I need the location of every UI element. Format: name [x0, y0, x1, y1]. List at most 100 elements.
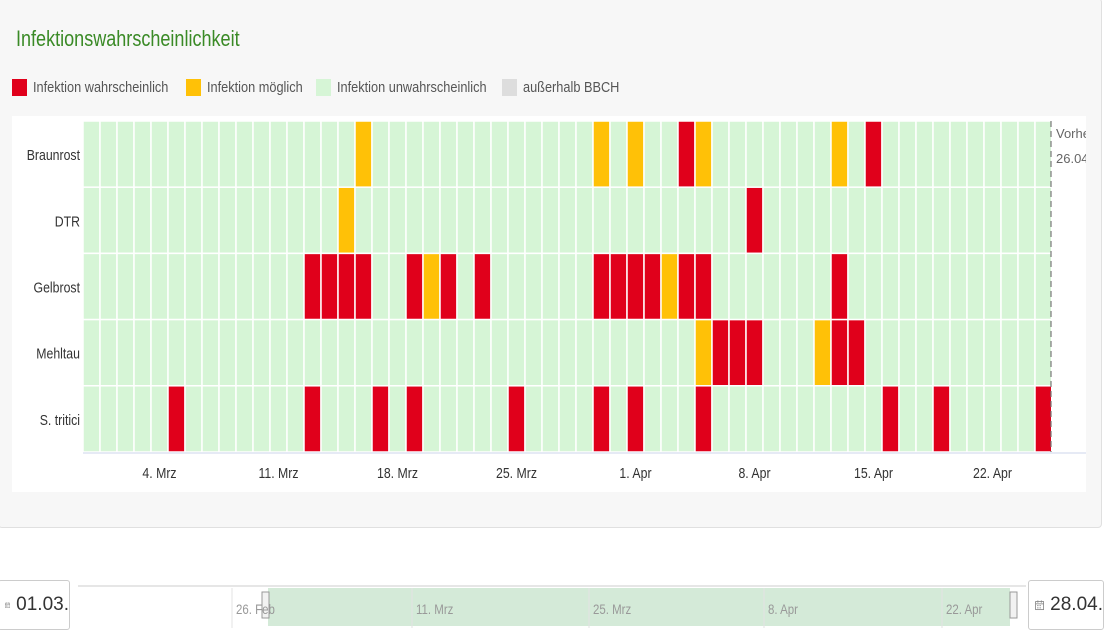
heatmap-cell: [99, 252, 118, 321]
heatmap-cell: [354, 318, 373, 387]
heatmap-cell: [507, 318, 526, 387]
heatmap-cell-event: [745, 186, 764, 255]
legend-item-unlikely[interactable]: Infektion unwahrscheinlich: [316, 76, 513, 98]
heatmap-cell: [592, 318, 611, 387]
legend-item-possible[interactable]: Infektion möglich: [186, 76, 320, 98]
heatmap-cell: [490, 186, 509, 255]
heatmap-cell: [762, 318, 781, 387]
chart-title: Infektionswahrscheinlichkeit: [16, 26, 240, 51]
navigator-handle-left: [261, 591, 270, 619]
navigator-tick-label: 8. Apr: [768, 601, 799, 617]
heatmap-cell: [949, 385, 968, 453]
navigator-handle-right: [1009, 591, 1018, 619]
heatmap-cell-event: [354, 120, 373, 188]
heatmap-cell: [677, 186, 696, 255]
heatmap-cell: [99, 385, 118, 453]
heatmap-cell-event: [830, 252, 849, 321]
heatmap-cell: [167, 318, 186, 387]
calendar-icon: [1035, 600, 1045, 611]
heatmap-cell-event: [609, 252, 628, 321]
heatmap-cell: [235, 186, 254, 255]
heatmap-cell-event: [303, 252, 322, 321]
heatmap-cell: [286, 252, 305, 321]
heatmap-cell-event: [694, 120, 713, 188]
heatmap-cell: [388, 252, 407, 321]
heatmap-cell: [915, 252, 934, 321]
heatmap-cell-event: [626, 385, 645, 453]
heatmap-cell: [966, 186, 985, 255]
heatmap-cell: [677, 318, 696, 387]
row-label: Mehltau: [36, 346, 80, 362]
heatmap-cell: [422, 186, 441, 255]
heatmap-cell: [779, 318, 798, 387]
heatmap-cell-event: [694, 318, 713, 387]
heatmap-cell-event: [864, 120, 883, 188]
heatmap-cell: [269, 252, 288, 321]
heatmap-cell: [269, 186, 288, 255]
heatmap-cell-event: [354, 252, 373, 321]
heatmap-cell: [184, 385, 203, 453]
heatmap-cell: [643, 120, 662, 188]
range-start-value: 01.03.: [16, 594, 69, 615]
heatmap-cell: [847, 385, 866, 453]
heatmap-cell: [252, 186, 271, 255]
heatmap-cell-event: [507, 385, 526, 453]
heatmap-cell: [796, 186, 815, 255]
heatmap-cell: [116, 318, 135, 387]
heatmap-cell: [388, 385, 407, 453]
heatmap-cell: [983, 120, 1002, 188]
heatmap-cell: [490, 318, 509, 387]
heatmap-cell: [660, 385, 679, 453]
heatmap-cell-event: [592, 120, 611, 188]
legend-item-outside[interactable]: außerhalb BBCH: [502, 76, 636, 98]
heatmap-cell: [1034, 252, 1053, 321]
heatmap-cell: [1017, 385, 1036, 453]
heatmap-cell: [320, 120, 339, 188]
heatmap-cell: [82, 120, 101, 188]
heatmap-cell: [745, 252, 764, 321]
heatmap-cell-event: [167, 385, 186, 453]
heatmap-cell-event: [643, 252, 662, 321]
heatmap-cell: [201, 252, 220, 321]
heatmap-cell: [779, 252, 798, 321]
heatmap-cell: [1017, 318, 1036, 387]
heatmap-cell-event: [337, 252, 356, 321]
heatmap-cell: [184, 186, 203, 255]
heatmap-cell-event: [422, 252, 441, 321]
heatmap-cell: [966, 120, 985, 188]
x-tick-label: 15. Apr: [854, 465, 893, 481]
heatmap-cell: [354, 385, 373, 453]
range-end-field[interactable]: 28.04.: [1028, 580, 1104, 630]
heatmap-cell: [303, 120, 322, 188]
heatmap-cell: [218, 252, 237, 321]
x-tick-label: 25. Mrz: [496, 465, 537, 481]
navigator-tick-label: 25. Mrz: [593, 601, 631, 617]
heatmap-cell: [371, 186, 390, 255]
heatmap-cell: [405, 318, 424, 387]
range-start-field[interactable]: 01.03.: [0, 580, 70, 630]
heatmap-cell: [405, 120, 424, 188]
range-navigator[interactable]: 26. Feb 11. Mrz 25. Mrz 8. Apr 22. Apr: [78, 584, 1026, 628]
heatmap-cell: [422, 318, 441, 387]
heatmap-cell: [150, 120, 169, 188]
heatmap-cell: [422, 120, 441, 188]
heatmap-cell-event: [660, 252, 679, 321]
calendar-icon: [5, 602, 11, 608]
heatmap-cell: [643, 186, 662, 255]
heatmap-cell: [439, 186, 458, 255]
heatmap-cell: [541, 186, 560, 255]
heatmap-cell: [575, 385, 594, 453]
heatmap-cell: [252, 318, 271, 387]
heatmap-cell: [269, 120, 288, 188]
heatmap-cell: [167, 186, 186, 255]
heatmap-cell: [99, 120, 118, 188]
heatmap-cell: [286, 318, 305, 387]
heatmap-cell: [796, 385, 815, 453]
legend-item-likely[interactable]: Infektion wahrscheinlich: [12, 76, 192, 98]
heatmap-cell-event: [830, 318, 849, 387]
heatmap-cell: [541, 252, 560, 321]
heatmap-cell: [218, 385, 237, 453]
forecast-label-1: Vorhers: [1056, 126, 1086, 141]
heatmap-cell-event: [626, 252, 645, 321]
row-label: Braunrost: [27, 147, 80, 163]
